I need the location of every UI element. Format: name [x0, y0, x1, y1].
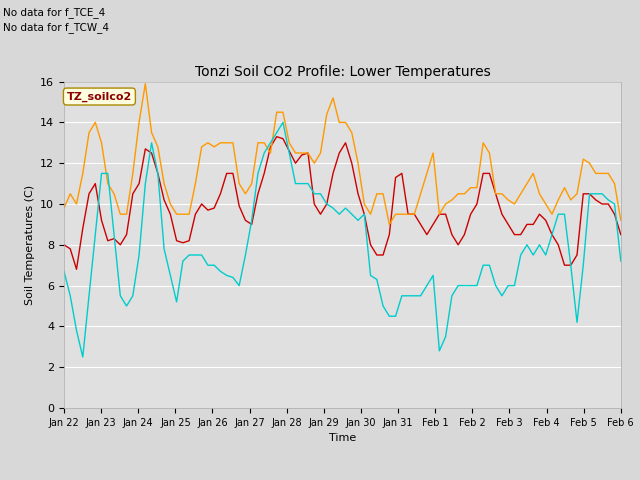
Text: No data for f_TCW_4: No data for f_TCW_4: [3, 22, 109, 33]
Tree2 -8cm: [60, 268, 68, 274]
Line: Tree2 -8cm: Tree2 -8cm: [64, 122, 621, 357]
Tree2 -8cm: [236, 283, 243, 288]
Open -8cm: [236, 203, 243, 209]
Tree2 -8cm: [79, 354, 86, 360]
Tree2 -8cm: [279, 120, 287, 125]
Tree2 -8cm: [604, 197, 612, 203]
Tree2 -8cm: [548, 232, 556, 238]
Open -8cm: [73, 266, 81, 272]
Text: TZ_soilco2: TZ_soilco2: [67, 91, 132, 102]
Open -8cm: [604, 201, 612, 207]
Tree -8cm: [604, 170, 612, 176]
Open -8cm: [461, 232, 468, 238]
Open -8cm: [536, 211, 543, 217]
Y-axis label: Soil Temperatures (C): Soil Temperatures (C): [24, 185, 35, 305]
Tree -8cm: [548, 211, 556, 217]
Tree -8cm: [236, 180, 243, 186]
Open -8cm: [60, 242, 68, 248]
Tree -8cm: [461, 191, 468, 197]
Text: No data for f_TCE_4: No data for f_TCE_4: [3, 7, 106, 18]
X-axis label: Time: Time: [329, 433, 356, 443]
Tree2 -8cm: [461, 283, 468, 288]
Tree -8cm: [135, 120, 143, 125]
Tree2 -8cm: [536, 242, 543, 248]
Tree2 -8cm: [617, 258, 625, 264]
Open -8cm: [141, 146, 149, 152]
Tree -8cm: [141, 81, 149, 86]
Tree2 -8cm: [141, 180, 149, 186]
Tree -8cm: [385, 221, 393, 227]
Open -8cm: [273, 134, 280, 140]
Legend: Open -8cm, Tree -8cm, Tree2 -8cm: Open -8cm, Tree -8cm, Tree2 -8cm: [191, 479, 494, 480]
Title: Tonzi Soil CO2 Profile: Lower Temperatures: Tonzi Soil CO2 Profile: Lower Temperatur…: [195, 65, 490, 79]
Line: Open -8cm: Open -8cm: [64, 137, 621, 269]
Line: Tree -8cm: Tree -8cm: [64, 84, 621, 224]
Open -8cm: [548, 232, 556, 238]
Open -8cm: [617, 232, 625, 238]
Tree -8cm: [536, 191, 543, 197]
Tree -8cm: [60, 205, 68, 211]
Tree -8cm: [617, 217, 625, 223]
